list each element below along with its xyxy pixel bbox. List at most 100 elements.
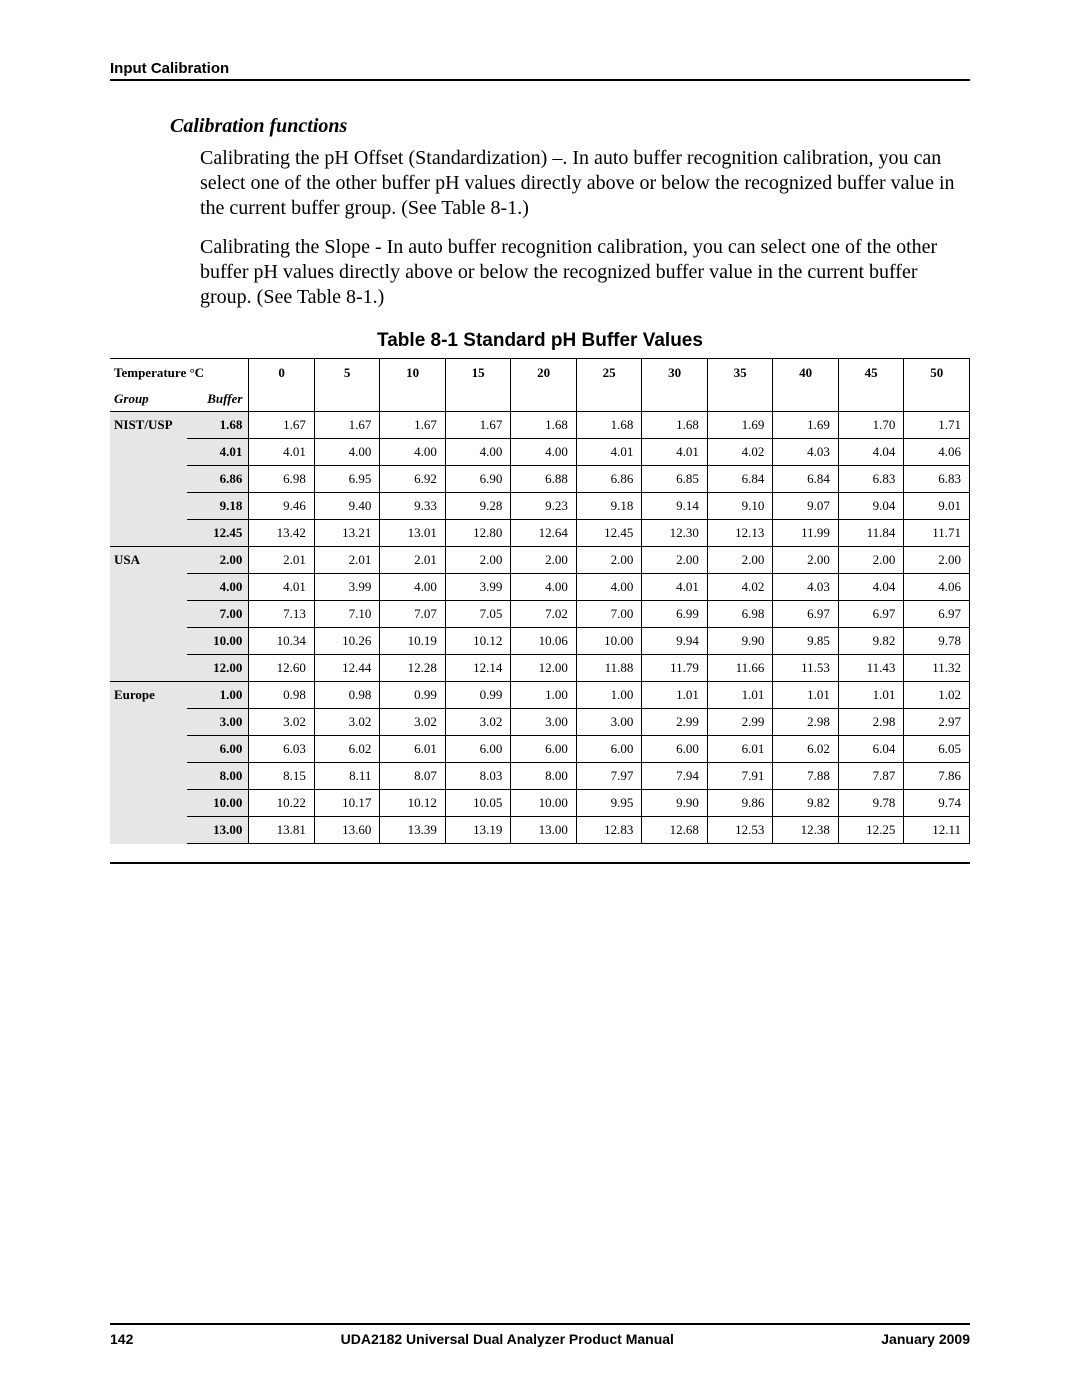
value-cell: 11.88 <box>576 655 642 682</box>
value-cell: 9.86 <box>707 790 773 817</box>
sublabel-buffer: Buffer <box>187 387 249 412</box>
value-cell: 6.00 <box>642 736 708 763</box>
value-cell: 4.04 <box>838 574 904 601</box>
footer-doc-title: UDA2182 Universal Dual Analyzer Product … <box>133 1331 881 1347</box>
temp-header: 35 <box>707 359 773 388</box>
value-cell: 11.66 <box>707 655 773 682</box>
value-cell: 4.00 <box>380 439 446 466</box>
value-cell: 10.26 <box>314 628 380 655</box>
page-footer: 142 UDA2182 Universal Dual Analyzer Prod… <box>110 1323 970 1347</box>
value-cell: 6.86 <box>576 466 642 493</box>
value-cell: 6.90 <box>445 466 511 493</box>
value-cell: 6.01 <box>380 736 446 763</box>
value-cell: 6.88 <box>511 466 577 493</box>
value-cell: 1.01 <box>773 682 839 709</box>
value-cell: 9.82 <box>773 790 839 817</box>
buffer-cell: 6.86 <box>187 466 249 493</box>
value-cell: 6.97 <box>773 601 839 628</box>
value-cell: 1.69 <box>707 412 773 439</box>
group-cell: Europe <box>110 682 187 844</box>
footer-page-number: 142 <box>110 1331 133 1347</box>
value-cell: 2.98 <box>773 709 839 736</box>
value-cell: 2.00 <box>904 547 970 574</box>
value-cell: 8.03 <box>445 763 511 790</box>
value-cell: 7.87 <box>838 763 904 790</box>
table-bottom-rule <box>110 862 970 864</box>
value-cell: 7.02 <box>511 601 577 628</box>
temp-header: 15 <box>445 359 511 388</box>
temp-header: 20 <box>511 359 577 388</box>
value-cell: 2.00 <box>707 547 773 574</box>
value-cell: 4.06 <box>904 439 970 466</box>
value-cell: 11.53 <box>773 655 839 682</box>
value-cell: 12.53 <box>707 817 773 844</box>
value-cell: 1.71 <box>904 412 970 439</box>
buffer-cell: 9.18 <box>187 493 249 520</box>
value-cell: 1.01 <box>707 682 773 709</box>
value-cell: 12.68 <box>642 817 708 844</box>
value-cell: 4.00 <box>511 574 577 601</box>
value-cell: 9.90 <box>642 790 708 817</box>
value-cell: 6.84 <box>707 466 773 493</box>
value-cell: 4.00 <box>576 574 642 601</box>
value-cell: 0.99 <box>380 682 446 709</box>
value-cell: 9.82 <box>838 628 904 655</box>
value-cell: 1.69 <box>773 412 839 439</box>
value-cell: 6.01 <box>707 736 773 763</box>
value-cell: 1.00 <box>511 682 577 709</box>
buffer-cell: 4.01 <box>187 439 249 466</box>
value-cell: 6.05 <box>904 736 970 763</box>
value-cell: 3.02 <box>380 709 446 736</box>
footer-date: January 2009 <box>881 1331 970 1347</box>
value-cell: 4.03 <box>773 574 839 601</box>
value-cell: 10.17 <box>314 790 380 817</box>
buffer-cell: 13.00 <box>187 817 249 844</box>
running-header: Input Calibration <box>110 60 970 81</box>
value-cell: 2.01 <box>249 547 315 574</box>
value-cell: 10.22 <box>249 790 315 817</box>
value-cell: 13.21 <box>314 520 380 547</box>
value-cell: 6.00 <box>576 736 642 763</box>
value-cell: 0.98 <box>249 682 315 709</box>
value-cell: 0.98 <box>314 682 380 709</box>
buffer-cell: 12.45 <box>187 520 249 547</box>
value-cell: 7.97 <box>576 763 642 790</box>
value-cell: 3.02 <box>445 709 511 736</box>
value-cell: 10.00 <box>576 628 642 655</box>
value-cell: 1.67 <box>249 412 315 439</box>
value-cell: 3.99 <box>445 574 511 601</box>
value-cell: 6.00 <box>511 736 577 763</box>
temp-header: 45 <box>838 359 904 388</box>
sublabel-group: Group <box>110 387 187 412</box>
value-cell: 8.00 <box>511 763 577 790</box>
value-cell: 2.01 <box>314 547 380 574</box>
value-cell: 8.11 <box>314 763 380 790</box>
value-cell: 12.14 <box>445 655 511 682</box>
body-paragraph-2: Calibrating the Slope - In auto buffer r… <box>200 235 960 310</box>
value-cell: 13.42 <box>249 520 315 547</box>
value-cell: 2.98 <box>838 709 904 736</box>
value-cell: 9.14 <box>642 493 708 520</box>
value-cell: 9.95 <box>576 790 642 817</box>
buffer-cell: 12.00 <box>187 655 249 682</box>
value-cell: 6.83 <box>838 466 904 493</box>
value-cell: 11.84 <box>838 520 904 547</box>
buffer-cell: 6.00 <box>187 736 249 763</box>
value-cell: 6.99 <box>642 601 708 628</box>
buffer-cell: 7.00 <box>187 601 249 628</box>
value-cell: 1.67 <box>445 412 511 439</box>
value-cell: 2.00 <box>773 547 839 574</box>
buffer-cell: 3.00 <box>187 709 249 736</box>
value-cell: 2.00 <box>838 547 904 574</box>
value-cell: 4.06 <box>904 574 970 601</box>
buffer-cell: 1.68 <box>187 412 249 439</box>
value-cell: 2.00 <box>642 547 708 574</box>
buffer-cell: 2.00 <box>187 547 249 574</box>
value-cell: 10.00 <box>511 790 577 817</box>
value-cell: 2.99 <box>707 709 773 736</box>
value-cell: 1.67 <box>314 412 380 439</box>
value-cell: 6.02 <box>314 736 380 763</box>
value-cell: 9.46 <box>249 493 315 520</box>
value-cell: 13.00 <box>511 817 577 844</box>
value-cell: 9.90 <box>707 628 773 655</box>
